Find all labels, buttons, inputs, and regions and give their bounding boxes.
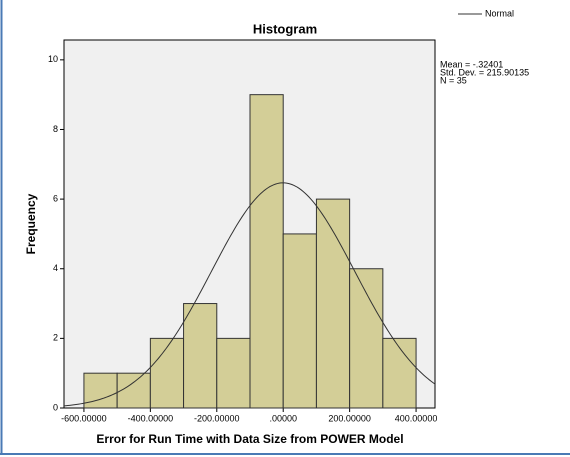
y-tick-label: 2 bbox=[53, 333, 58, 343]
bar bbox=[83, 372, 118, 409]
stat-mean: Mean = -.32401 bbox=[440, 59, 503, 69]
bar bbox=[349, 268, 384, 409]
x-tick-label: -200.00000 bbox=[194, 413, 240, 423]
chart-title: Histogram bbox=[253, 21, 317, 36]
bar bbox=[216, 337, 251, 409]
y-tick-label: 8 bbox=[53, 124, 58, 134]
x-tick-label: .00000 bbox=[269, 413, 297, 423]
y-tick-label: 4 bbox=[53, 263, 58, 273]
bar bbox=[382, 337, 417, 409]
x-tick-label: -400.00000 bbox=[128, 413, 174, 423]
bar bbox=[116, 372, 151, 409]
bar bbox=[249, 94, 284, 409]
y-tick-label: 6 bbox=[53, 193, 58, 203]
bar bbox=[183, 303, 218, 409]
stat-sd: Std. Dev. = 215.90135 bbox=[440, 67, 529, 77]
bar bbox=[315, 198, 351, 409]
y-axis-label: Frequency bbox=[24, 193, 38, 254]
bar bbox=[282, 233, 317, 409]
y-tick-label: 10 bbox=[48, 54, 58, 64]
stat-n: N = 35 bbox=[440, 75, 467, 85]
bar bbox=[149, 337, 185, 409]
x-tick-label: 200.00000 bbox=[328, 413, 371, 423]
normal-curve bbox=[63, 182, 436, 407]
x-tick-label: 400.00000 bbox=[395, 413, 438, 423]
legend-label: Normal bbox=[485, 8, 514, 18]
x-tick-label: -600.00000 bbox=[61, 413, 107, 423]
y-tick-label: 0 bbox=[53, 402, 58, 412]
x-axis-label: Error for Run Time with Data Size from P… bbox=[96, 432, 403, 446]
